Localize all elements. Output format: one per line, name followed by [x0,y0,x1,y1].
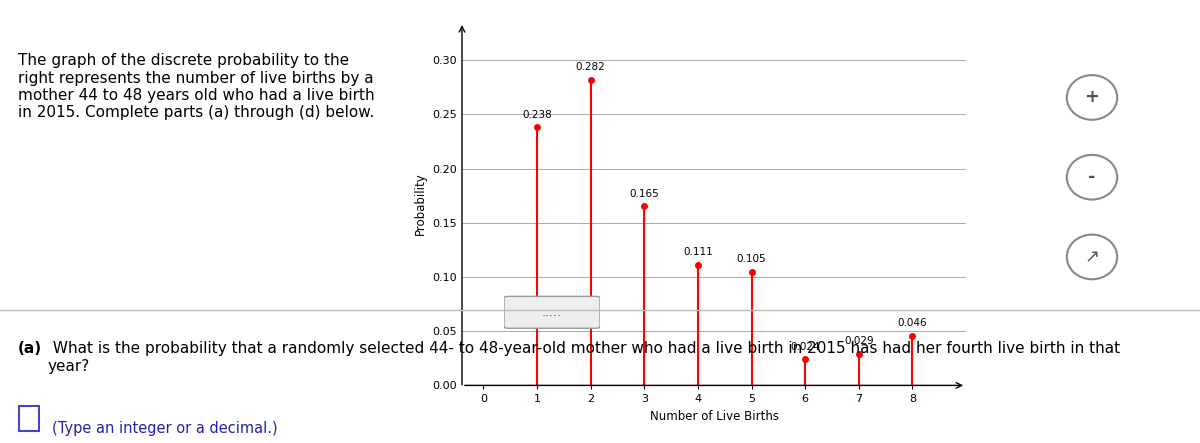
Text: What is the probability that a randomly selected 44- to 48-year-old mother who h: What is the probability that a randomly … [48,341,1120,373]
Text: The graph of the discrete probability to the
right represents the number of live: The graph of the discrete probability to… [18,53,374,120]
Text: 0.282: 0.282 [576,62,606,72]
Y-axis label: Probability: Probability [414,172,427,235]
Text: 0.046: 0.046 [898,318,928,328]
Text: .....: ..... [542,306,562,319]
Text: (Type an integer or a decimal.): (Type an integer or a decimal.) [52,421,277,436]
FancyBboxPatch shape [504,296,600,328]
Text: 0.029: 0.029 [844,336,874,346]
X-axis label: Number of Live Births: Number of Live Births [649,410,779,423]
Text: 0.238: 0.238 [522,110,552,120]
Text: 0.111: 0.111 [683,248,713,257]
Text: 0.024: 0.024 [791,342,820,352]
Text: +: + [1085,89,1099,106]
Text: 0.165: 0.165 [630,189,659,199]
Text: (a): (a) [18,341,42,356]
Text: -: - [1088,168,1096,186]
Bar [19,406,38,431]
Text: 0.105: 0.105 [737,254,767,264]
Text: ↗: ↗ [1085,248,1099,266]
